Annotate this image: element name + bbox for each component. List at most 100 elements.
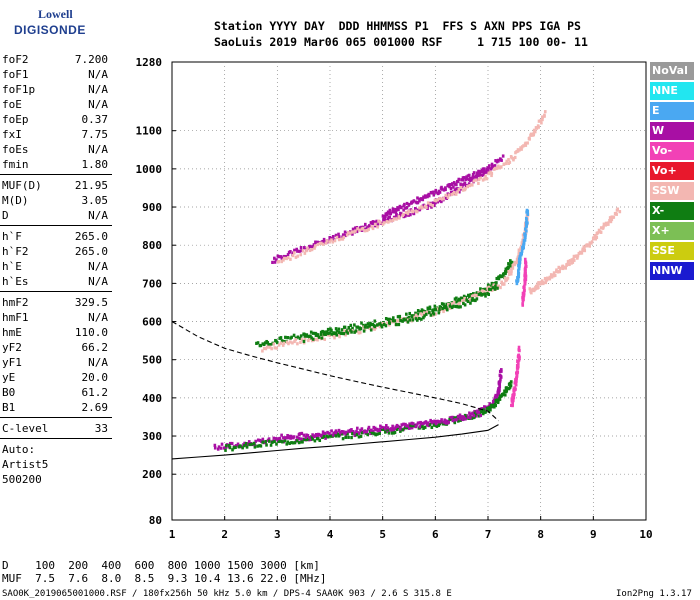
echo-point xyxy=(440,199,443,204)
echo-point xyxy=(314,244,317,248)
echo-point xyxy=(299,340,302,344)
param-name: D xyxy=(2,209,9,222)
legend-item-w: W xyxy=(650,122,694,140)
echo-point xyxy=(375,427,379,431)
echo-point xyxy=(512,393,515,398)
echo-point xyxy=(287,342,290,346)
echo-point xyxy=(287,435,290,440)
echo-point xyxy=(408,422,411,426)
echo-point xyxy=(347,435,350,439)
echo-point xyxy=(423,194,427,198)
echo-point xyxy=(518,260,522,265)
echo-point xyxy=(300,431,304,436)
echo-point xyxy=(373,325,376,329)
echo-point xyxy=(302,433,306,437)
echo-point xyxy=(517,365,520,369)
echo-point xyxy=(393,430,397,435)
echo-point xyxy=(485,407,489,411)
y-tick-label: 800 xyxy=(142,239,162,252)
echo-point xyxy=(456,299,460,303)
echo-point xyxy=(451,415,455,420)
echo-point xyxy=(279,439,283,443)
echo-point xyxy=(280,259,283,264)
echo-point xyxy=(329,331,332,335)
echo-point xyxy=(483,177,486,181)
echo-point xyxy=(415,210,419,214)
echo-point xyxy=(291,441,295,445)
echo-point xyxy=(525,214,529,219)
echo-point xyxy=(502,272,506,276)
echo-point xyxy=(351,227,355,231)
echo-point xyxy=(303,334,307,338)
echo-point xyxy=(421,313,424,317)
echo-point xyxy=(316,437,320,441)
echo-point xyxy=(303,337,307,341)
param-row: h`F2 265.0 xyxy=(0,244,112,259)
echo-point xyxy=(523,276,527,281)
clevel-row: C-level 33 xyxy=(0,421,112,436)
echo-point xyxy=(283,439,287,443)
echo-point xyxy=(522,246,525,250)
echo-point xyxy=(321,329,324,334)
echo-point xyxy=(297,436,301,441)
echo-point xyxy=(512,156,515,161)
echo-point xyxy=(404,213,408,217)
x-tick-label: 9 xyxy=(590,528,597,541)
echo-point xyxy=(445,308,449,312)
echo-point xyxy=(524,143,528,147)
echo-point xyxy=(523,284,526,288)
echo-point xyxy=(273,260,277,264)
echo-point xyxy=(588,241,592,245)
echo-point xyxy=(474,412,477,416)
echo-point xyxy=(309,334,312,338)
echo-point xyxy=(489,287,492,292)
echo-point xyxy=(224,444,228,448)
echo-point xyxy=(282,341,286,345)
echo-point xyxy=(416,315,419,319)
echo-point xyxy=(469,416,472,420)
echo-point xyxy=(323,431,327,435)
echo-point xyxy=(310,248,314,252)
echo-point xyxy=(467,173,471,177)
echo-point xyxy=(356,325,360,329)
echo-point xyxy=(540,121,543,125)
echo-point xyxy=(524,274,528,278)
param-row: foEp 0.37 xyxy=(0,112,112,127)
echo-point xyxy=(537,281,540,285)
echo-point xyxy=(551,274,554,278)
y-tick-label: 1000 xyxy=(136,163,163,176)
param-name: foF1 xyxy=(2,68,29,81)
echo-point xyxy=(343,325,347,329)
echo-point xyxy=(388,317,391,321)
echo-point xyxy=(290,335,293,339)
echo-point xyxy=(482,170,486,175)
param-row: fxI 7.75 xyxy=(0,127,112,142)
echo-point xyxy=(349,230,352,234)
echo-point xyxy=(434,308,437,312)
echo-point xyxy=(362,329,366,333)
echo-point xyxy=(385,213,389,217)
echo-point xyxy=(434,188,438,193)
echo-point xyxy=(480,407,484,411)
echo-point xyxy=(540,279,544,283)
echo-point xyxy=(480,173,484,178)
echo-point xyxy=(418,425,422,429)
echo-point xyxy=(516,279,519,283)
echo-point xyxy=(298,432,302,436)
echo-point xyxy=(366,433,370,437)
echo-point xyxy=(497,391,501,395)
echo-point xyxy=(508,263,512,267)
echo-point xyxy=(450,183,454,187)
echo-point xyxy=(498,385,502,389)
echo-point xyxy=(500,158,503,162)
echo-point xyxy=(506,386,509,391)
echo-point xyxy=(382,215,386,219)
echo-point xyxy=(513,386,516,390)
echo-point xyxy=(375,219,379,223)
echo-point xyxy=(500,369,503,373)
echo-point xyxy=(437,191,440,195)
echo-point xyxy=(349,328,352,332)
echo-point xyxy=(253,445,257,449)
echo-point xyxy=(383,322,386,327)
echo-point xyxy=(481,178,485,182)
